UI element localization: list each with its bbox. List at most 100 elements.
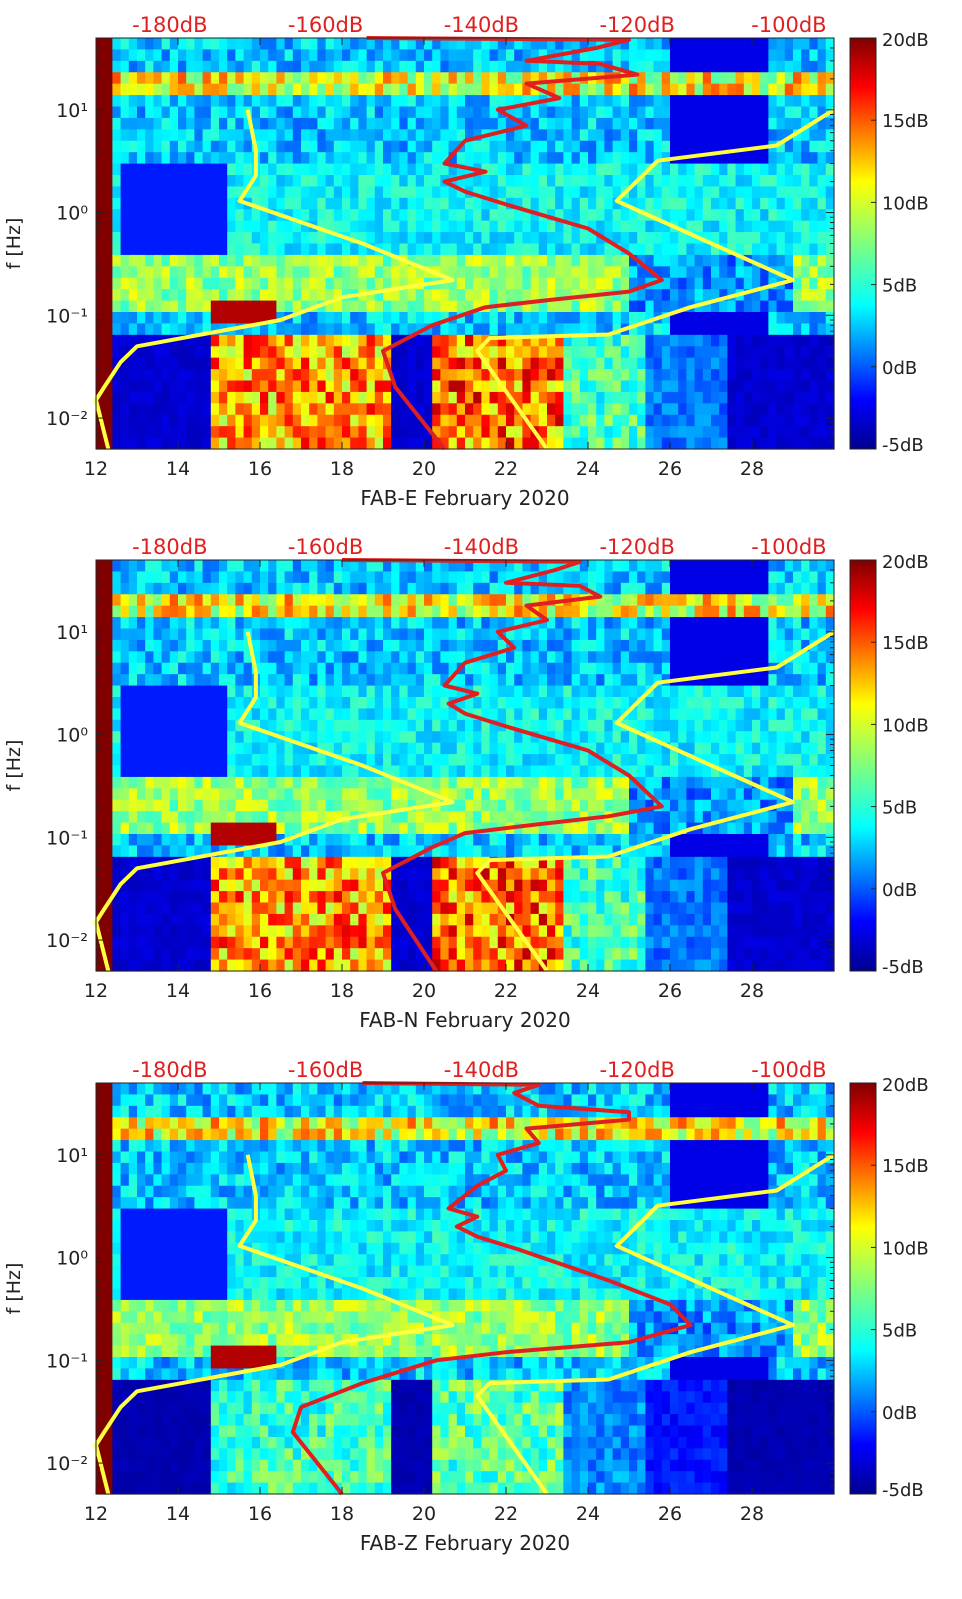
heatmap-cell <box>473 140 482 153</box>
heatmap-cell <box>547 38 556 51</box>
heatmap-cell <box>473 357 482 370</box>
heatmap-cell <box>579 197 589 210</box>
heatmap-cell <box>522 243 532 256</box>
heatmap-cell <box>358 163 368 176</box>
heatmap-cell <box>137 334 146 347</box>
heatmap-cell <box>202 936 212 949</box>
heatmap-cell <box>120 868 130 881</box>
heatmap-cell <box>407 220 417 233</box>
heatmap-cell <box>465 197 474 210</box>
heatmap-cell <box>112 72 122 85</box>
heatmap-cell <box>612 426 622 439</box>
heatmap-cell <box>301 754 310 767</box>
heatmap-cell <box>219 334 228 347</box>
heatmap-cell <box>251 834 261 847</box>
heatmap-cell <box>801 186 810 199</box>
heatmap-cell <box>210 936 220 949</box>
heatmap-cell <box>112 628 122 641</box>
heatmap-cell <box>350 266 359 279</box>
heatmap-cell <box>219 925 228 938</box>
heatmap-cell <box>661 289 671 302</box>
heatmap-cell <box>563 60 573 73</box>
heatmap-cell <box>448 129 458 142</box>
heatmap-cell <box>284 879 294 892</box>
heatmap-cell <box>399 140 409 153</box>
heatmap-cell <box>555 243 564 256</box>
heatmap-cell <box>317 232 327 245</box>
heatmap-cell <box>555 369 564 382</box>
heatmap-cell <box>817 357 827 370</box>
heatmap-cell <box>538 426 548 439</box>
heatmap-cell <box>243 243 253 256</box>
heatmap-cell <box>342 776 351 789</box>
heatmap-cell <box>317 879 327 892</box>
heatmap-cell <box>440 948 450 961</box>
heatmap-cell <box>202 639 212 652</box>
heatmap-cell <box>825 232 835 245</box>
heatmap-cell <box>440 902 450 915</box>
heatmap-cell <box>104 403 113 416</box>
heatmap-cell <box>210 312 220 325</box>
heatmap-cell <box>391 197 400 210</box>
heatmap-cell <box>793 334 802 347</box>
heatmap-cell <box>235 868 245 881</box>
heatmap-cell <box>473 38 482 51</box>
heatmap-cell <box>735 254 745 267</box>
heatmap-cell <box>719 220 728 233</box>
heatmap-cell <box>760 152 769 165</box>
heatmap-cell <box>210 948 220 961</box>
heatmap-cell <box>588 414 597 427</box>
heatmap-cell <box>670 117 679 130</box>
heatmap-cell <box>235 426 245 439</box>
heatmap-cell <box>194 391 204 404</box>
heatmap-cell <box>169 140 179 153</box>
heatmap-cell <box>391 266 400 279</box>
heatmap-cell <box>342 334 351 347</box>
heatmap-cell <box>169 776 179 789</box>
heatmap-cell <box>96 323 105 336</box>
heatmap-cell <box>383 776 392 789</box>
heatmap-cell <box>120 948 130 961</box>
heatmap-cell <box>251 414 261 427</box>
heatmap-cell <box>456 357 466 370</box>
heatmap-cell <box>825 220 835 233</box>
heatmap-cell <box>424 254 433 267</box>
heatmap-cell <box>342 186 351 199</box>
heatmap-cell <box>678 209 687 222</box>
heatmap-cell <box>678 83 687 96</box>
heatmap-cell <box>120 209 130 222</box>
heatmap-cell <box>145 594 154 607</box>
heatmap-cell <box>153 765 163 778</box>
heatmap-cell <box>489 380 499 393</box>
heatmap-cell <box>227 243 236 256</box>
heatmap-cell <box>178 243 187 256</box>
heatmap-cell <box>612 72 622 85</box>
heatmap-cell <box>391 811 400 824</box>
heatmap-cell <box>465 289 474 302</box>
heatmap-cell <box>112 754 122 767</box>
heatmap-cell <box>678 300 687 313</box>
heatmap-cell <box>350 49 359 62</box>
heatmap-cell <box>678 289 687 302</box>
heatmap-cell <box>276 891 286 904</box>
heatmap-cell <box>128 312 138 325</box>
heatmap-cell <box>301 776 310 789</box>
heatmap-cell <box>366 426 376 439</box>
heatmap-cell <box>448 948 458 961</box>
heatmap-cell <box>571 323 581 336</box>
heatmap-cell <box>178 925 187 938</box>
heatmap-cell <box>407 232 417 245</box>
heatmap-cell <box>219 868 228 881</box>
heatmap-cell <box>465 369 474 382</box>
heatmap-cell <box>120 936 130 949</box>
heatmap-cell <box>317 719 327 732</box>
heatmap-cell <box>317 959 327 972</box>
heatmap-cell <box>768 380 778 393</box>
heatmap-cell <box>489 95 499 108</box>
heatmap-cell <box>350 913 359 926</box>
heatmap-cell <box>415 902 425 915</box>
heatmap-cell <box>424 708 433 721</box>
heatmap-cell <box>120 754 130 767</box>
colorbar-tick-label: 10dB <box>882 193 929 214</box>
heatmap-cell <box>440 765 450 778</box>
